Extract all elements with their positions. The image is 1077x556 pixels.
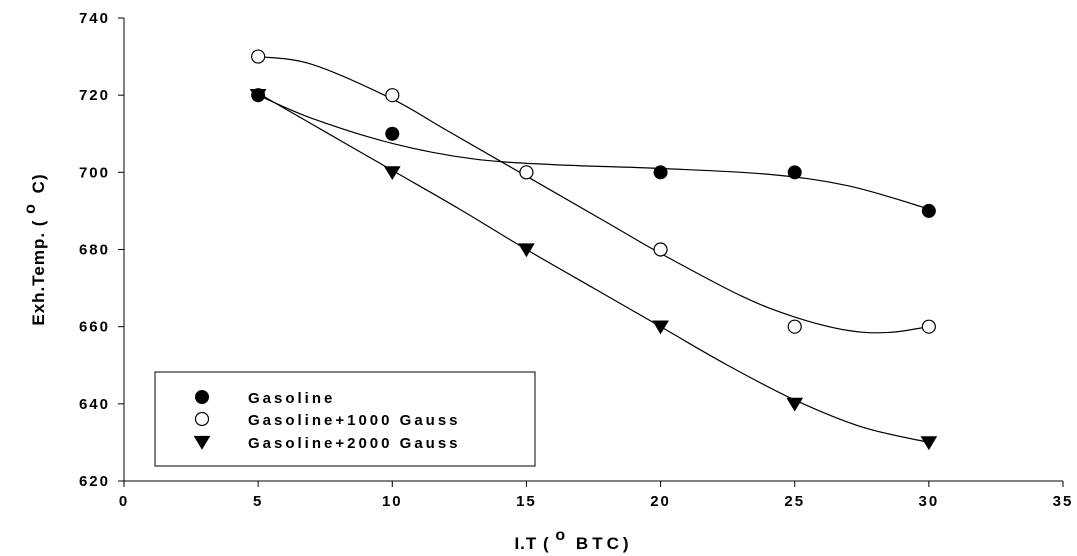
x-tick-label: 0 — [119, 493, 129, 510]
x-tick-label: 10 — [382, 493, 403, 510]
legend-markers — [193, 390, 211, 450]
legend-label-gasoline: Gasoline — [248, 390, 335, 407]
fit-curve-series-0 — [257, 94, 930, 210]
gasoline-1000-gauss-point — [653, 242, 668, 257]
gasoline-1000-gauss-point — [251, 49, 266, 64]
x-tick-label: 30 — [919, 493, 940, 510]
fit-curve-series-2 — [257, 92, 929, 444]
legend-box — [154, 371, 536, 467]
x-axis-title: I.T ( o BTC) — [514, 525, 632, 553]
gasoline-2000-gauss-point — [920, 436, 938, 451]
legend: Gasoline Gasoline+1000 Gauss Gasoline+20… — [154, 371, 536, 467]
y-tick-label: 720 — [79, 87, 110, 104]
gasoline-1000-gauss-point — [385, 88, 400, 103]
y-axis-title: Exh.Temp. ( o C) — [20, 173, 48, 325]
gasoline-point — [385, 126, 400, 141]
gasoline-2000-gauss-point — [786, 397, 804, 412]
gasoline-point — [653, 165, 668, 180]
gasoline-2000-gauss-point — [249, 89, 267, 103]
gasoline-1000-gauss-point — [787, 319, 802, 334]
gasoline-2000-gauss-point — [518, 243, 535, 258]
gasoline-1000-gauss-point — [921, 319, 936, 334]
legend-marker-gasoline-1000-gauss — [194, 411, 210, 427]
legend-label-gasoline-1000-gauss: Gasoline+1000 Gauss — [248, 412, 461, 429]
y-tick-label: 640 — [79, 396, 110, 413]
legend-marker-gasoline — [195, 390, 209, 404]
y-tick-label: 620 — [79, 473, 110, 490]
gasoline-point — [921, 203, 936, 218]
y-tick-label: 680 — [79, 242, 110, 259]
x-tick-label: 5 — [253, 493, 263, 510]
legend-marker-gasoline-2000-gauss — [193, 435, 211, 450]
fit-curve-series-1 — [258, 55, 929, 334]
x-tick-label: 15 — [516, 493, 537, 510]
gasoline-point — [787, 165, 802, 180]
x-tick-label: 20 — [650, 493, 671, 510]
y-tick-label: 700 — [79, 164, 110, 181]
x-tick-label: 35 — [1053, 493, 1074, 510]
x-axis-ticks: 0 5 10 15 20 25 30 35 — [119, 481, 1074, 510]
y-tick-label: 740 — [79, 10, 110, 27]
legend-label-gasoline-2000-gauss: Gasoline+2000 Gauss — [248, 435, 461, 452]
fit-curves — [257, 55, 930, 444]
data-markers — [249, 49, 938, 451]
gasoline-1000-gauss-point — [519, 165, 534, 180]
y-axis-ticks: 620 640 660 680 700 720 740 — [79, 10, 124, 490]
gasoline-2000-gauss-point — [652, 320, 669, 335]
y-tick-label: 660 — [79, 319, 110, 336]
x-tick-label: 25 — [784, 493, 805, 510]
gasoline-2000-gauss-point — [383, 166, 401, 181]
